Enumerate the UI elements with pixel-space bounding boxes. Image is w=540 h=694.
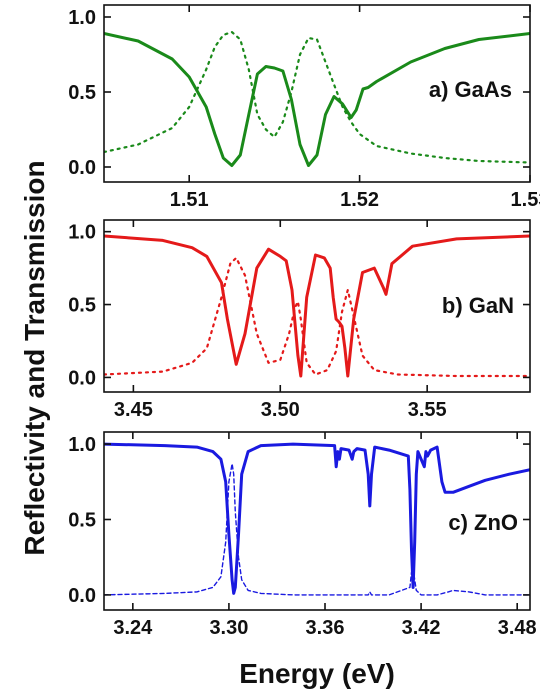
y-tick-label: 0.0	[68, 585, 96, 607]
panel-2: 3.24 3.30 3.36 3.42 3.48 0.0 0.5 1.0 c) ZnO	[68, 431, 537, 639]
y-axis-title: Reflectivity and Transmission	[19, 160, 50, 555]
x-tick-label: 3.24	[113, 617, 153, 639]
series-solid-line	[104, 234, 530, 378]
series-dotted-line	[104, 30, 530, 164]
panel-label: c) ZnO	[448, 510, 518, 535]
x-tick-label: 3.55	[408, 399, 447, 421]
y-tick-label: 0.5	[68, 295, 96, 317]
series-solid-line	[104, 32, 530, 167]
x-tick-label: 1.53	[511, 189, 540, 211]
y-tick-label: 1.0	[68, 434, 96, 456]
y-tick-label: 0.5	[68, 509, 96, 531]
plot-frame	[103, 4, 531, 183]
x-tick-label: 3.45	[114, 399, 153, 421]
panel-1: 3.45 3.50 3.55 0.0 0.5 1.0 b) GaN	[68, 219, 531, 421]
panel-label: b) GaN	[442, 293, 514, 318]
series-dotted-line	[104, 256, 530, 378]
y-tick-label: 0.0	[68, 157, 96, 179]
x-tick-label: 1.52	[340, 189, 379, 211]
y-tick-label: 0.5	[68, 82, 96, 104]
x-tick-label: 3.36	[306, 617, 345, 639]
x-axis-title: Energy (eV)	[239, 658, 395, 689]
y-tick-label: 0.0	[68, 367, 96, 389]
plot-frame	[103, 431, 531, 611]
series-solid-line	[104, 442, 530, 595]
x-tick-label: 1.51	[170, 189, 209, 211]
x-tick-label: 3.30	[209, 617, 248, 639]
series-dashed-line	[104, 463, 530, 596]
x-tick-label: 3.48	[498, 617, 537, 639]
plot-frame	[103, 219, 531, 393]
panel-0: 1.51 1.52 1.53 0.0 0.5 1.0 a) GaAs	[68, 4, 540, 211]
x-tick-label: 3.50	[261, 399, 300, 421]
x-tick-label: 3.42	[402, 617, 441, 639]
chart-panels: 1.51 1.52 1.53 0.0 0.5 1.0 a) GaAs 3.45 3.50 3.55…	[68, 4, 540, 639]
y-tick-label: 1.0	[68, 222, 96, 244]
panel-label: a) GaAs	[429, 77, 512, 102]
y-tick-label: 1.0	[68, 7, 96, 29]
